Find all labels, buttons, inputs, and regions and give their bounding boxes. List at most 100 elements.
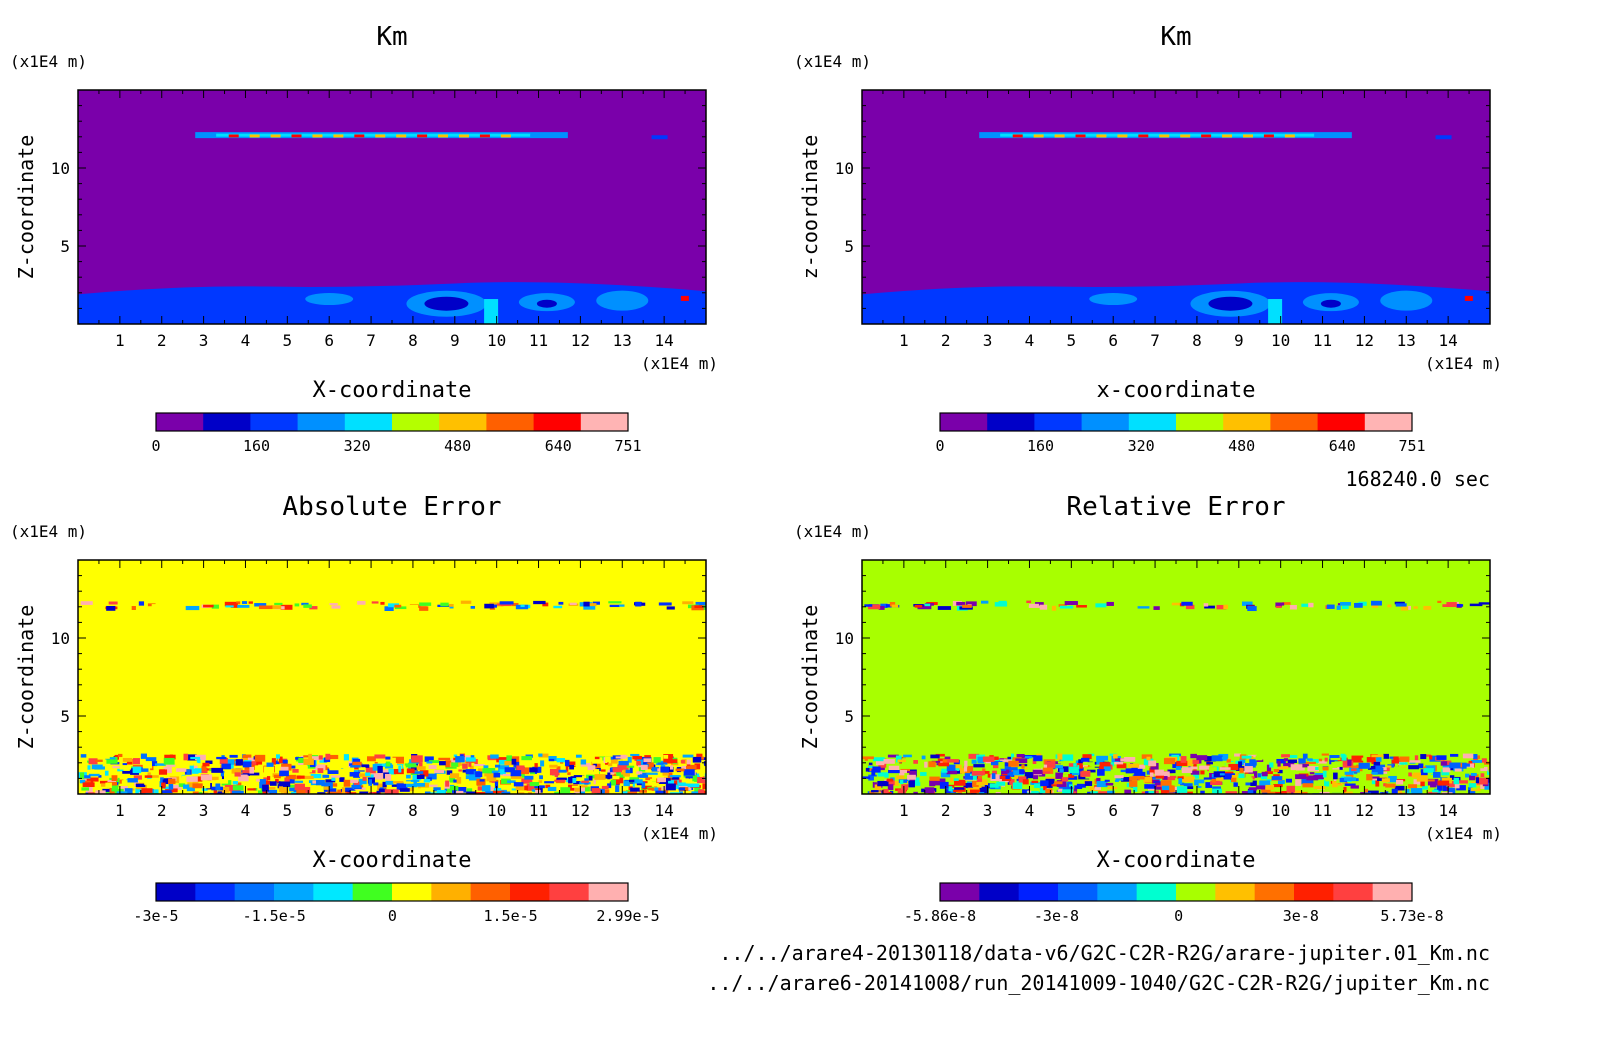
noise-cell <box>141 788 153 794</box>
colorbar-swatch <box>1333 883 1374 901</box>
noise-cell <box>886 778 894 782</box>
noise-cell <box>81 775 91 779</box>
noise-cell <box>971 759 977 764</box>
colorbar-tick-label: 320 <box>344 437 371 455</box>
noise-cell <box>470 605 476 609</box>
noise-cell <box>996 781 1006 786</box>
noise-cell <box>650 778 658 782</box>
noise-cell <box>501 791 511 794</box>
noise-cell <box>521 756 532 761</box>
noise-cell <box>904 770 917 778</box>
noise-cell <box>185 605 200 611</box>
noise-cell <box>458 769 462 772</box>
x-tick-label: 12 <box>1355 801 1374 820</box>
noise-cell <box>663 754 674 759</box>
colorbar-swatch <box>1018 883 1059 901</box>
noise-cell <box>535 788 541 791</box>
colorbar-swatch <box>1372 883 1413 901</box>
x-tick-label: 10 <box>1271 801 1290 820</box>
noise-cell <box>380 769 391 774</box>
noise-cell <box>493 788 502 793</box>
noise-cell <box>428 765 437 770</box>
noise-cell <box>981 786 987 793</box>
noise-cell <box>182 784 190 789</box>
noise-cell <box>309 770 316 774</box>
noise-cell <box>117 753 123 758</box>
noise-cell <box>378 788 387 793</box>
noise-cell <box>438 757 451 761</box>
noise-cell <box>662 771 669 776</box>
upper-layer-peak <box>312 134 323 138</box>
noise-cell <box>1301 603 1309 607</box>
noise-cell <box>1341 754 1347 761</box>
noise-cell <box>538 780 543 784</box>
noise-cell <box>358 764 366 771</box>
noise-cell <box>1302 753 1308 759</box>
noise-cell <box>993 753 1005 757</box>
noise-cell <box>1318 758 1323 762</box>
colorbar-swatch <box>533 413 582 431</box>
x-tick-label: 9 <box>450 801 460 820</box>
noise-cell <box>1115 778 1124 781</box>
noise-cell <box>1241 791 1253 794</box>
x-tick-label: 1 <box>899 331 909 350</box>
noise-cell <box>1351 765 1359 769</box>
noise-cell <box>686 759 691 765</box>
noise-cell <box>1484 785 1490 790</box>
noise-cell <box>938 762 950 767</box>
noise-cell <box>1307 766 1320 772</box>
noise-cell <box>665 778 671 781</box>
noise-cell <box>682 791 691 794</box>
noise-cell <box>572 777 577 783</box>
noise-cell <box>616 768 621 776</box>
noise-cell <box>1154 790 1159 794</box>
noise-cell <box>1026 768 1031 772</box>
colorbar-tick-label: 480 <box>1228 437 1255 455</box>
noise-cell <box>105 791 112 794</box>
noise-cell <box>1277 766 1289 770</box>
noise-cell <box>425 603 437 607</box>
noise-cell <box>1007 771 1014 777</box>
noise-cell <box>301 783 311 787</box>
noise-cell <box>630 753 640 757</box>
noise-cell <box>1341 605 1349 610</box>
noise-cell <box>1045 778 1055 784</box>
noise-cell <box>1141 754 1153 759</box>
noise-cell <box>948 786 953 792</box>
upper-layer-peak <box>438 134 449 138</box>
colorbar-frame <box>155 412 629 432</box>
noise-cell <box>513 782 524 787</box>
noise-cell <box>883 758 895 764</box>
noise-cell <box>117 768 124 772</box>
noise-cell <box>570 776 577 780</box>
noise-cell <box>426 773 437 780</box>
noise-cell <box>1267 791 1277 794</box>
colorbar: 0 160 320 480 640 751 <box>935 412 1426 455</box>
noise-cell <box>983 771 990 774</box>
noise-cell <box>1449 775 1455 780</box>
noise-cell <box>903 754 912 758</box>
x-tick-label: 6 <box>1108 801 1118 820</box>
noise-cell <box>371 772 384 780</box>
noise-cell <box>1456 785 1466 791</box>
noise-cell <box>1283 758 1289 762</box>
file-path-2: ../../arare6-20141008/run_20141009-1040/… <box>707 971 1490 995</box>
noise-cell <box>1247 790 1254 794</box>
noise-cell <box>618 760 629 766</box>
noise-cell <box>1147 791 1159 794</box>
noise-cell <box>221 776 227 780</box>
noise-cell <box>108 601 118 605</box>
noise-cell <box>1429 755 1433 760</box>
noise-cell <box>385 761 391 767</box>
noise-cell <box>675 768 685 772</box>
noise-cell <box>399 788 410 792</box>
noise-cell <box>1051 605 1057 611</box>
noise-cell <box>482 768 492 774</box>
noise-cell <box>539 772 547 778</box>
noise-cell <box>1000 766 1012 771</box>
noise-cell <box>339 777 347 782</box>
noise-cell <box>247 757 257 762</box>
noise-cell <box>178 791 182 794</box>
noise-cell <box>385 756 391 760</box>
noise-cell <box>657 768 663 772</box>
